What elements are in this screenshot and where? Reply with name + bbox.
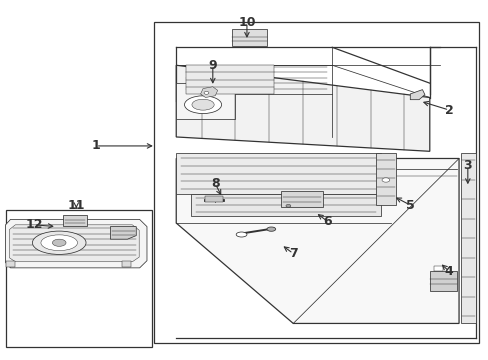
Polygon shape — [461, 153, 475, 323]
Text: 9: 9 — [208, 59, 217, 72]
Ellipse shape — [203, 91, 208, 94]
Bar — [185, 65, 273, 94]
Ellipse shape — [266, 227, 275, 231]
Bar — [5, 211, 152, 347]
Ellipse shape — [184, 96, 221, 113]
Bar — [176, 153, 380, 194]
Polygon shape — [5, 261, 15, 267]
Bar — [232, 30, 267, 45]
Text: 4: 4 — [444, 265, 453, 278]
Polygon shape — [5, 220, 147, 268]
Ellipse shape — [41, 235, 77, 251]
Ellipse shape — [285, 204, 290, 207]
Polygon shape — [122, 261, 131, 267]
Bar — [176, 83, 234, 119]
Bar — [63, 215, 86, 226]
Text: 12: 12 — [25, 218, 42, 231]
Bar — [154, 22, 478, 343]
Polygon shape — [9, 225, 139, 262]
Text: 6: 6 — [323, 215, 331, 228]
Text: 10: 10 — [238, 16, 255, 29]
Bar — [204, 197, 223, 202]
Polygon shape — [110, 226, 136, 239]
Ellipse shape — [192, 99, 214, 110]
Polygon shape — [200, 87, 217, 98]
Bar — [433, 266, 443, 271]
Bar — [281, 191, 322, 207]
Polygon shape — [176, 65, 429, 151]
Bar — [190, 194, 380, 216]
Polygon shape — [176, 158, 458, 323]
Polygon shape — [409, 90, 424, 100]
Ellipse shape — [32, 231, 86, 255]
Polygon shape — [429, 271, 456, 291]
Ellipse shape — [236, 232, 246, 237]
Text: 7: 7 — [288, 247, 297, 260]
Text: 2: 2 — [444, 104, 453, 117]
Ellipse shape — [52, 239, 66, 246]
Text: 5: 5 — [405, 199, 414, 212]
Polygon shape — [375, 153, 395, 205]
Text: 11: 11 — [67, 199, 85, 212]
Text: 1: 1 — [91, 139, 100, 152]
Text: 3: 3 — [463, 159, 471, 172]
Text: 8: 8 — [210, 177, 219, 190]
Ellipse shape — [381, 178, 389, 182]
